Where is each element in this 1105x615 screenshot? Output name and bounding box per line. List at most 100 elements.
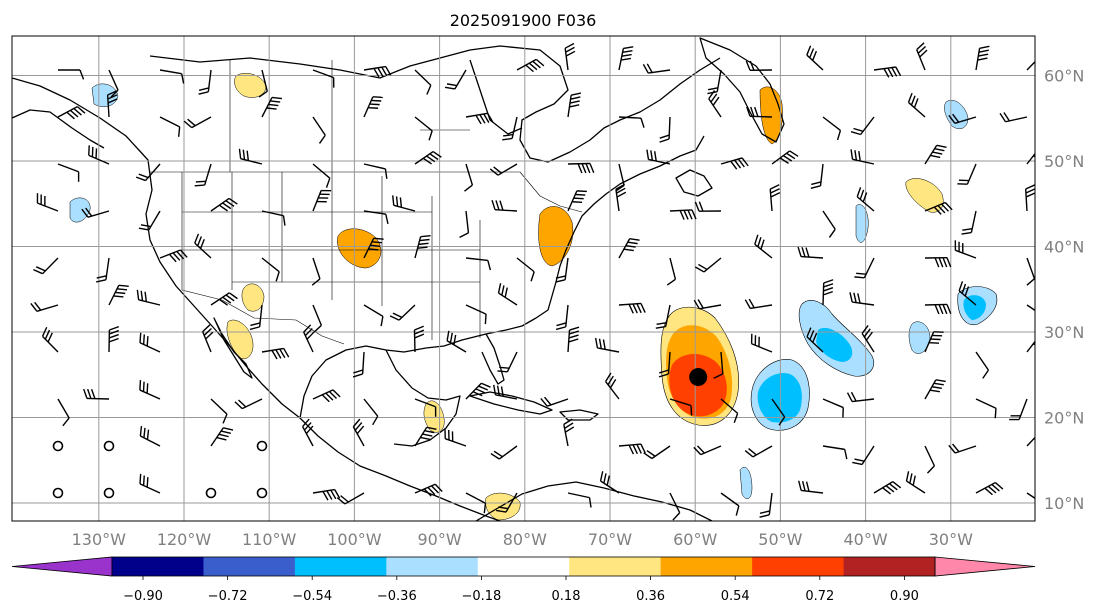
wind-barb (414, 426, 437, 447)
wind-barb (258, 69, 268, 98)
wind-barb (822, 210, 836, 238)
map-frame (11, 35, 1036, 522)
wind-barb (312, 389, 341, 403)
wind-barb (261, 96, 283, 118)
longitude-label: 30°W (929, 530, 973, 549)
wind-barb (312, 189, 332, 212)
wind-barb (975, 351, 990, 379)
wind-barb (96, 257, 110, 283)
calm-wind-circle (256, 487, 268, 499)
wind-barb (459, 210, 470, 239)
wind-barb (555, 304, 569, 331)
wind-barb (666, 257, 677, 286)
wind-barb (769, 184, 781, 212)
positive-anomaly-gulf-ca (234, 73, 267, 98)
positive-anomaly-arizona (241, 283, 265, 312)
wind-barb (465, 257, 492, 271)
wind-barb (1026, 257, 1035, 286)
wind-barb (58, 69, 85, 80)
wind-barb (646, 149, 671, 165)
colorbar-segment (660, 557, 753, 576)
wind-barb (465, 112, 494, 125)
wind-barb (83, 388, 110, 400)
wind-barb (465, 492, 487, 514)
wind-barb (948, 443, 977, 454)
wind-barb (1024, 184, 1035, 212)
longitude-label: 70°W (588, 530, 632, 549)
wind-barb (924, 331, 944, 353)
wind-barb (750, 333, 773, 353)
wind-barb (138, 210, 161, 231)
longitude-label: 120°W (157, 530, 212, 549)
wind-barb (745, 60, 773, 72)
wind-barb (957, 163, 977, 185)
wind-barb (615, 183, 627, 212)
wind-barb (414, 398, 437, 417)
wind-barb (159, 249, 188, 263)
political-borders (150, 60, 583, 345)
wind-barb (694, 257, 722, 273)
wind-barb (352, 418, 365, 447)
negative-anomaly-tropics (739, 466, 753, 500)
wind-barb (854, 257, 875, 279)
wind-barb (1009, 398, 1028, 421)
wind-barb (497, 351, 518, 373)
wind-barb (797, 246, 824, 259)
wind-barb (446, 330, 467, 353)
wind-barb (363, 237, 384, 259)
wind-barb (975, 481, 1004, 496)
wind-barb (57, 398, 70, 427)
coastline-florida (481, 333, 505, 385)
wind-barb (567, 92, 582, 118)
wind-barb (516, 257, 535, 282)
lat-lon-gridlines (12, 36, 1035, 521)
negative-anomaly-core-b (816, 327, 853, 362)
wind-barb (108, 284, 129, 306)
wind-barb (669, 398, 693, 416)
wind-barb (502, 116, 518, 141)
wind-barb (850, 149, 875, 165)
wind-barb (618, 46, 634, 71)
calm-wind-circle (256, 440, 268, 452)
wind-barb (1026, 492, 1035, 500)
wind-barb (924, 144, 947, 165)
wind-barb (810, 163, 824, 190)
wind-barb (822, 279, 834, 306)
wind-barb (822, 445, 848, 460)
colorbar-min-extension (11, 556, 113, 577)
wind-barb (850, 116, 875, 136)
wind-barb (106, 90, 118, 118)
wind-barb (615, 163, 625, 192)
wind-barb (822, 116, 842, 141)
longitude-label: 110°W (242, 530, 297, 549)
coastline-newfoundland (675, 169, 713, 197)
wind-barb (465, 382, 491, 400)
wind-barb (605, 372, 620, 400)
colorbar-tick-label: −0.36 (377, 589, 417, 604)
latitude-label: 60°N (1044, 67, 1084, 86)
wind-barb (655, 304, 671, 329)
wind-barb (746, 106, 773, 118)
wind-barb (194, 233, 212, 259)
wind-barb (36, 193, 59, 212)
colorbar-tick-label: −0.90 (123, 589, 163, 604)
wind-barb (363, 398, 379, 426)
wind-barb (744, 445, 773, 458)
colorbar-tick-label: 0.18 (552, 589, 581, 604)
wind-barb (139, 380, 161, 400)
wind-barb (1026, 304, 1035, 312)
colorbar-segment (752, 557, 845, 576)
wind-barb (57, 105, 86, 120)
colorbar-tick-label: −0.72 (208, 589, 248, 604)
wind-barb (599, 471, 620, 494)
calm-wind-circle (103, 440, 115, 452)
wind-barb (659, 116, 671, 143)
colorbar-tick-label: 0.90 (890, 589, 919, 604)
wind-barb (954, 240, 977, 259)
latitude-label: 50°N (1044, 152, 1084, 171)
negative-anomaly-core-a (757, 372, 802, 423)
wind-barb (924, 379, 946, 400)
colorbar-segment (569, 557, 662, 576)
calm-wind-circle (52, 487, 64, 499)
colorbar-tick-label: 0.36 (636, 589, 665, 604)
